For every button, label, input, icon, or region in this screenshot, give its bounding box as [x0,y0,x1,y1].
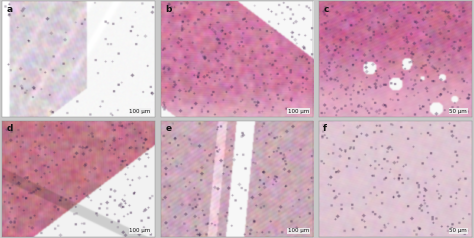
Text: c: c [323,5,329,14]
Text: d: d [7,124,13,134]
Text: 50 μm: 50 μm [449,109,467,114]
Text: 100 μm: 100 μm [288,109,309,114]
Text: 100 μm: 100 μm [129,109,151,114]
Text: a: a [7,5,13,14]
Text: f: f [323,124,328,134]
Text: 50 μm: 50 μm [449,228,467,233]
Text: b: b [165,5,172,14]
Text: 100 μm: 100 μm [288,228,309,233]
Text: 100 μm: 100 μm [129,228,151,233]
Text: e: e [165,124,171,134]
